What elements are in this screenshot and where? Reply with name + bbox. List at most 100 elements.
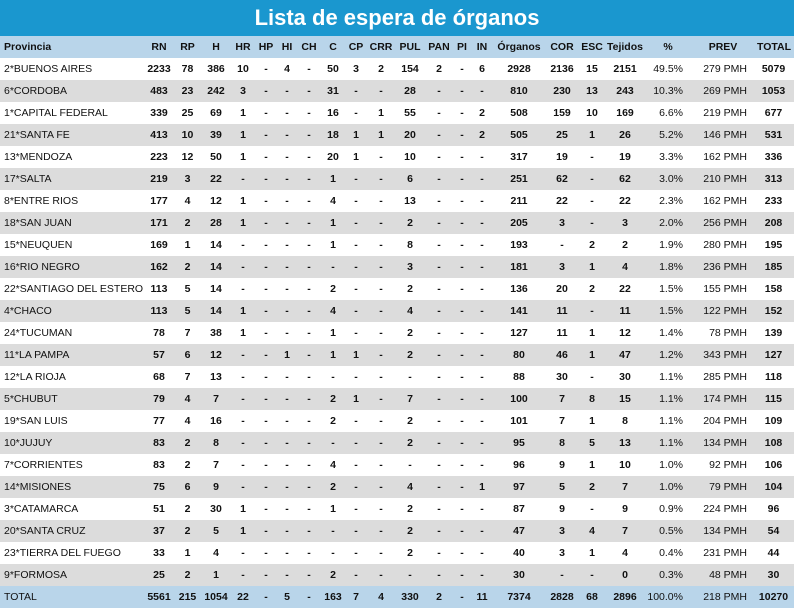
table-cell: 1: [353, 151, 359, 163]
table-cell: 0: [622, 569, 628, 581]
total-cell: 163: [324, 591, 342, 603]
table-cell: -: [480, 415, 484, 427]
total-cell: -: [460, 591, 464, 603]
table-cell: 2: [184, 503, 191, 515]
table-cell: 38: [210, 327, 222, 339]
table-cell: -: [480, 195, 484, 207]
table-cell: -: [460, 151, 464, 163]
table-cell: 10: [404, 151, 416, 163]
table-cell: -: [285, 547, 289, 559]
table-cell: 13: [404, 195, 416, 207]
table-cell: 4: [622, 547, 628, 559]
table-cell: 6: [184, 349, 191, 361]
table-cell: 26: [619, 129, 631, 141]
table-cell: -: [480, 173, 484, 185]
table-cell: -: [331, 525, 335, 537]
table-cell: 2: [330, 283, 336, 295]
table-cell: -: [354, 415, 358, 427]
table-cell: 101: [510, 415, 528, 427]
table-cell: 9: [622, 503, 628, 515]
province-name-cell: 16*RIO NEGRO: [4, 261, 80, 273]
table-cell: 2136: [550, 63, 574, 75]
table-cell: 62: [556, 173, 568, 185]
table-cell: -: [264, 63, 268, 75]
table-cell: 146 PMH: [703, 129, 747, 141]
table-cell: 6: [479, 63, 485, 75]
table-cell: 68: [153, 371, 165, 383]
table-cell: 208: [764, 217, 783, 229]
table-cell: 1: [184, 239, 191, 251]
table-cell: 83: [153, 437, 165, 449]
table-row: 24*TUCUMAN 78 7 38 1- - -1- -2- - -127 11 1 12 1.4% 78…: [0, 322, 794, 344]
table-cell: 95: [513, 437, 525, 449]
province-name-cell: 2*BUENOS AIRES: [4, 63, 93, 75]
table-cell: 78: [181, 63, 194, 75]
table-cell: 23: [181, 85, 194, 97]
table-cell: -: [480, 151, 484, 163]
table-row: 12*LA RIOJA 68 7 13 - - - - - - - - - - - 88 30 - 30 1.1% 28…: [0, 366, 794, 388]
table-cell: -: [264, 217, 268, 229]
table-cell: -: [379, 261, 383, 273]
table-cell: -: [590, 173, 594, 185]
table-cell: 2: [330, 393, 336, 405]
column-header-esc: ESC: [581, 41, 603, 53]
table-cell: -: [354, 305, 358, 317]
table-cell: -: [331, 547, 335, 559]
table-cell: -: [285, 415, 289, 427]
table-cell: 75: [153, 481, 165, 493]
table-row: 4*CHACO 113 5 14 1- - -4- -4- - -141 11-11 1.5% 122 …: [0, 300, 794, 322]
total-cell: 1054: [204, 591, 228, 603]
column-header-cp: CP: [348, 41, 364, 53]
table-cell: -: [480, 525, 484, 537]
table-cell: -: [307, 63, 311, 75]
table-cell: -: [241, 173, 245, 185]
province-name-cell: 13*MENDOZA: [4, 151, 73, 163]
table-cell: 1.9%: [659, 239, 683, 251]
table-cell: -: [307, 85, 311, 97]
table-cell: -: [285, 129, 289, 141]
table-cell: 16: [327, 107, 339, 119]
table-cell: -: [460, 547, 464, 559]
table-cell: 83: [153, 459, 165, 471]
table-cell: -: [307, 437, 311, 449]
table-cell: 5079: [761, 63, 786, 75]
table-cell: 2: [479, 107, 485, 119]
table-cell: -: [437, 85, 441, 97]
table-cell: -: [354, 371, 358, 383]
table-cell: 2.0%: [659, 217, 683, 229]
total-cell: 2828: [550, 591, 574, 603]
table-row: 2*BUENOS AIRES 2233 78 386 10 - 4 - 50 3 2 154 2 - 6 29…: [0, 58, 794, 80]
table-cell: 8: [407, 239, 413, 251]
table-cell: -: [264, 151, 268, 163]
table-cell: -: [285, 107, 289, 119]
table-cell: 177: [150, 195, 168, 207]
table-cell: -: [241, 547, 245, 559]
table-cell: 256 PMH: [703, 217, 747, 229]
table-cell: 20: [404, 129, 416, 141]
table-cell: 13: [586, 85, 598, 97]
column-header-hr: HR: [235, 41, 251, 53]
table-cell: -: [408, 569, 412, 581]
table-cell: 1: [240, 217, 246, 229]
province-name-cell: 18*SAN JUAN: [4, 217, 72, 229]
table-cell: -: [460, 217, 464, 229]
table-cell: 10.3%: [653, 85, 683, 97]
table-cell: 9: [559, 459, 565, 471]
table-cell: 1053: [761, 85, 786, 97]
table-cell: 195: [764, 239, 783, 251]
table-cell: 1: [240, 305, 246, 317]
table-row: 23*TIERRA DEL FUEGO 33 1 4 - - - - - - - 2 - - - 40 3 1 4 0…: [0, 542, 794, 564]
table-cell: -: [307, 569, 311, 581]
table-cell: -: [437, 305, 441, 317]
table-cell: 155 PMH: [703, 283, 747, 295]
table-cell: 1: [240, 195, 246, 207]
table-cell: 231 PMH: [703, 547, 747, 559]
table-cell: -: [379, 195, 383, 207]
table-cell: 6.6%: [659, 107, 683, 119]
table-cell: 204 PMH: [703, 415, 747, 427]
table-cell: -: [460, 283, 464, 295]
table-cell: 10: [619, 459, 631, 471]
table-cell: -: [285, 569, 289, 581]
table-cell: 13: [210, 371, 222, 383]
table-cell: -: [354, 283, 358, 295]
